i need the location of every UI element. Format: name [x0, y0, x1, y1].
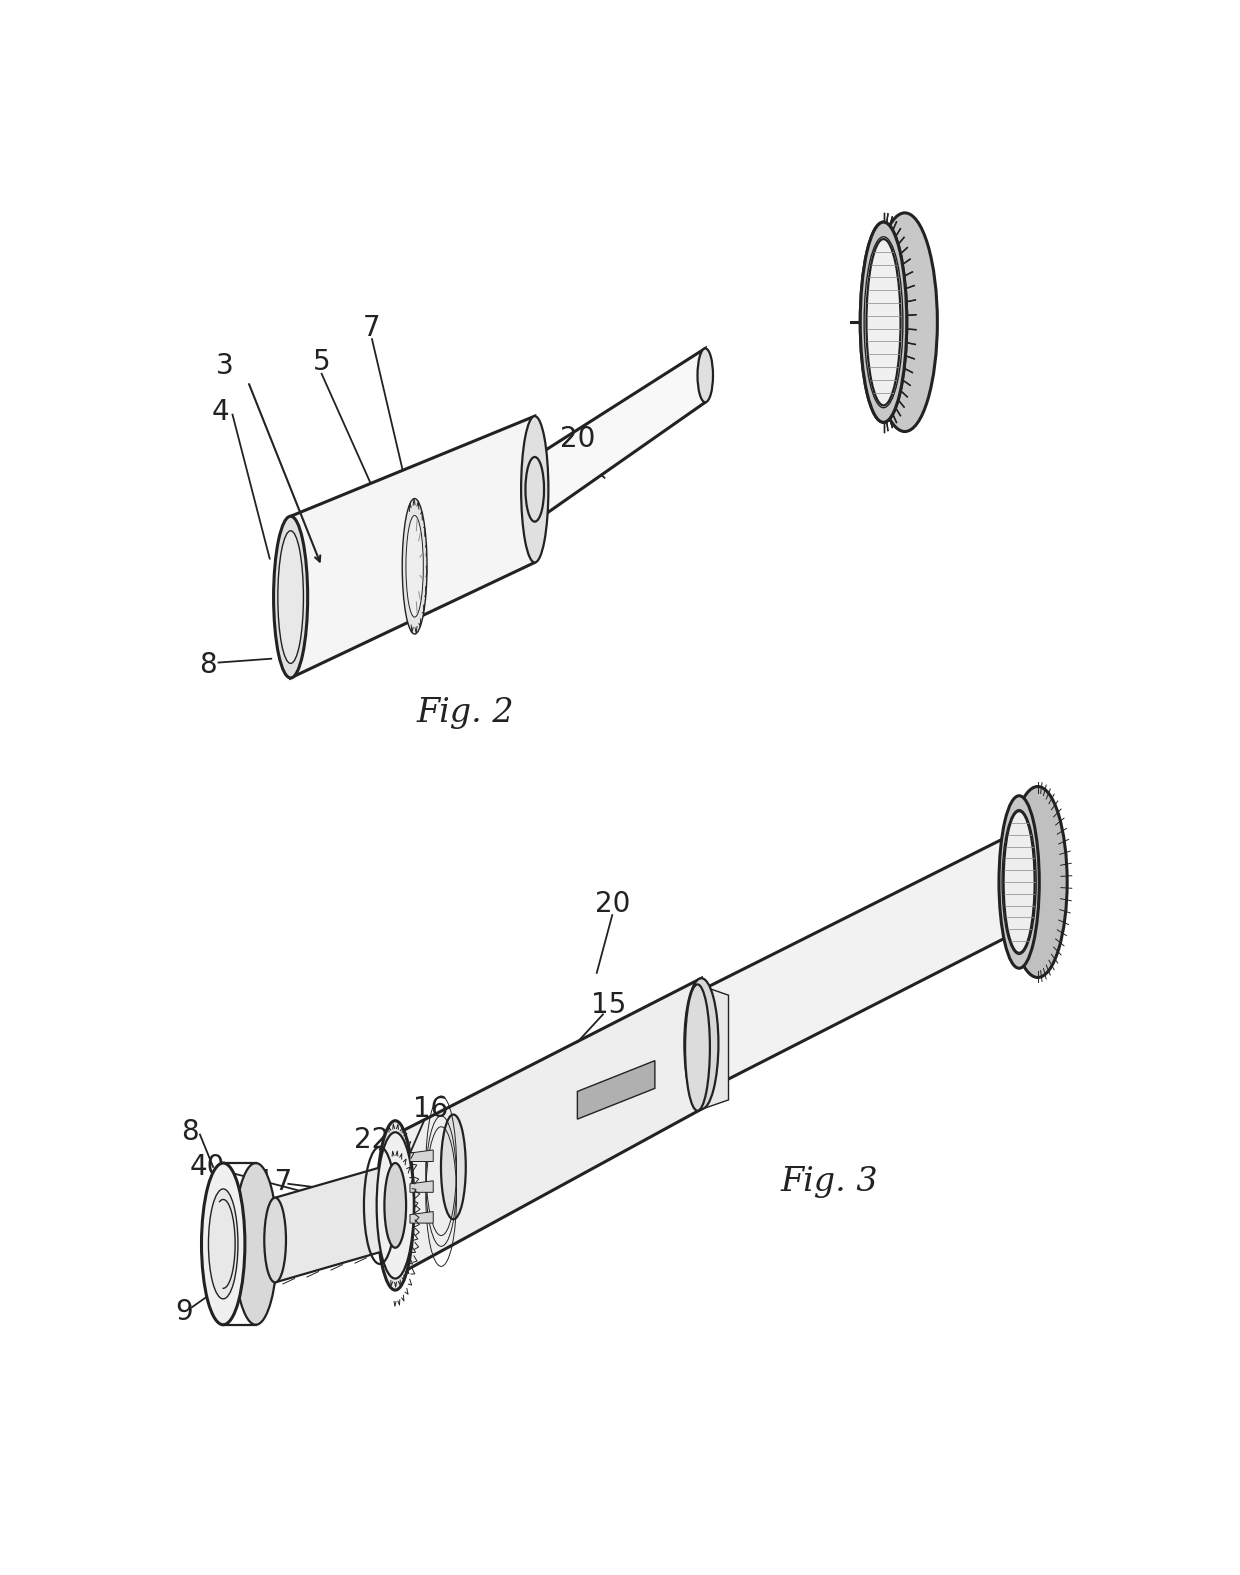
Ellipse shape: [684, 978, 718, 1109]
Polygon shape: [410, 1211, 433, 1224]
Ellipse shape: [377, 1121, 414, 1290]
Ellipse shape: [861, 222, 906, 422]
Text: 17: 17: [258, 1169, 293, 1197]
Text: 16: 16: [413, 1095, 448, 1123]
Ellipse shape: [867, 239, 900, 405]
Polygon shape: [396, 978, 702, 1276]
Polygon shape: [290, 416, 534, 677]
Text: 5: 5: [312, 348, 330, 376]
Ellipse shape: [684, 984, 709, 1110]
Ellipse shape: [402, 499, 427, 635]
Polygon shape: [410, 1181, 433, 1192]
Ellipse shape: [1002, 810, 1037, 954]
Text: 7: 7: [363, 313, 381, 342]
Ellipse shape: [526, 457, 544, 521]
Text: 20: 20: [594, 890, 630, 918]
Polygon shape: [410, 1150, 433, 1161]
Text: 22: 22: [355, 1126, 389, 1154]
Ellipse shape: [999, 795, 1039, 969]
Ellipse shape: [521, 416, 548, 562]
Polygon shape: [578, 1060, 655, 1120]
Polygon shape: [697, 984, 729, 1110]
Text: Fig. 3: Fig. 3: [780, 1167, 878, 1199]
Text: 9: 9: [176, 1298, 193, 1326]
Text: Fig. 2: Fig. 2: [417, 696, 513, 729]
Text: 4: 4: [212, 398, 229, 427]
Ellipse shape: [864, 236, 903, 408]
Ellipse shape: [234, 1162, 278, 1325]
Ellipse shape: [377, 1132, 414, 1279]
Text: 8: 8: [198, 650, 217, 679]
Ellipse shape: [441, 1115, 466, 1219]
Ellipse shape: [867, 239, 900, 405]
Ellipse shape: [208, 1189, 238, 1299]
Text: 15: 15: [590, 991, 626, 1019]
Ellipse shape: [697, 348, 713, 402]
Polygon shape: [275, 1162, 396, 1282]
Ellipse shape: [1003, 811, 1034, 953]
Text: 20: 20: [559, 425, 595, 454]
Ellipse shape: [378, 1134, 412, 1276]
Polygon shape: [454, 832, 1017, 1219]
Text: 8: 8: [181, 1118, 198, 1147]
Text: 3: 3: [216, 353, 233, 380]
Ellipse shape: [864, 236, 903, 408]
Ellipse shape: [384, 1162, 407, 1247]
Ellipse shape: [274, 517, 308, 677]
Ellipse shape: [872, 213, 937, 432]
Ellipse shape: [405, 515, 423, 617]
Ellipse shape: [201, 1162, 244, 1325]
Ellipse shape: [264, 1197, 286, 1282]
Text: 40: 40: [190, 1153, 226, 1181]
Ellipse shape: [1008, 786, 1068, 978]
Ellipse shape: [278, 531, 304, 663]
Ellipse shape: [861, 222, 906, 422]
Polygon shape: [534, 348, 706, 521]
